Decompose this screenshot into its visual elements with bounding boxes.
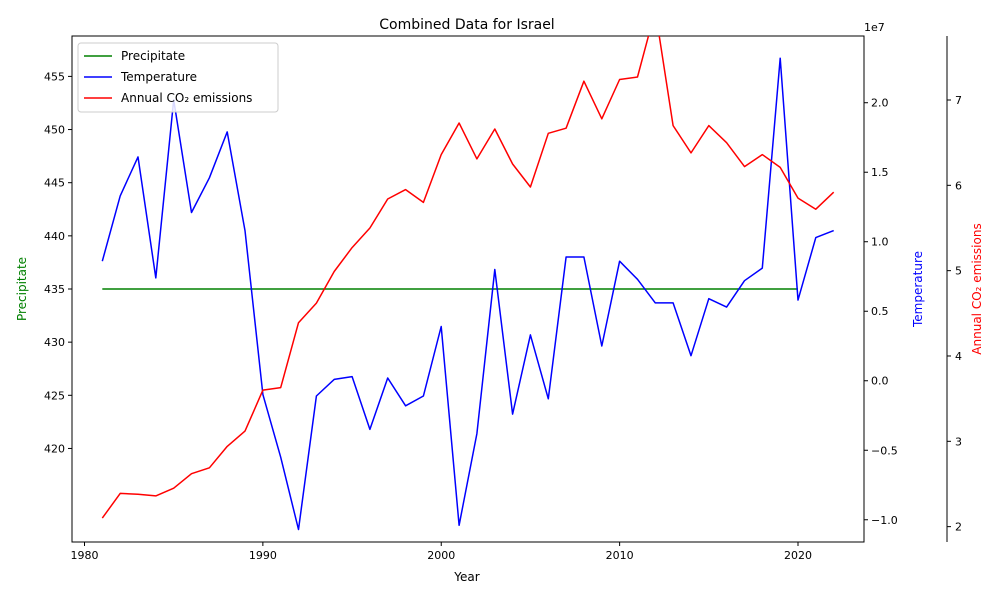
temperature-axis-label: Temperature [911, 251, 925, 328]
x-axis: 1980 1990 2000 2010 2020 [70, 542, 812, 562]
precipitate-tick-label: 420 [44, 442, 65, 455]
temperature-tick-label: 1.5 [871, 166, 889, 179]
co2-emissions-axis: 2 3 4 5 6 7 [946, 36, 962, 542]
precipitate-axis-label: Precipitate [15, 257, 29, 321]
precipitate-tick-label: 455 [44, 70, 65, 83]
precipitate-axis: 420 425 430 435 440 445 450 455 [44, 70, 72, 455]
precipitate-tick-label: 440 [44, 230, 65, 243]
legend-box [77, 42, 279, 113]
legend-label-temperature: Temperature [120, 70, 197, 84]
temperature-tick-label: 2.0 [871, 97, 889, 110]
co2-emissions-line [101, 36, 835, 519]
chart-title: Combined Data for Israel [379, 17, 554, 33]
x-tick-label: 1990 [249, 549, 277, 562]
legend-label-co2-emissions: Annual CO₂ emissions [121, 91, 252, 105]
co2-emissions-axis-label: Annual CO₂ emissions [970, 223, 984, 354]
x-tick-label: 1980 [70, 549, 98, 562]
x-tick-label: 2000 [427, 549, 455, 562]
temperature-tick-label: −1.0 [871, 514, 898, 527]
temperature-line [101, 57, 834, 531]
x-tick-label: 2010 [606, 549, 634, 562]
x-axis-label: Year [453, 570, 479, 584]
co2-tick-label: 2 [955, 521, 962, 534]
co2-tick-label: 3 [955, 435, 962, 448]
co2-tick-label: 7 [955, 94, 962, 107]
precipitate-tick-label: 435 [44, 283, 65, 296]
temperature-offset-text: 1e7 [864, 21, 885, 34]
temperature-tick-label: 0.5 [871, 305, 889, 318]
precipitate-tick-label: 445 [44, 177, 65, 190]
precipitate-tick-label: 425 [44, 389, 65, 402]
temperature-axis: −1.0 −0.5 0.0 0.5 1.0 1.5 2.0 [864, 97, 898, 527]
temperature-tick-label: 0.0 [871, 375, 889, 388]
legend-label-precipitate: Precipitate [121, 49, 185, 63]
temperature-tick-label: 1.0 [871, 236, 889, 249]
legend: Precipitate Temperature Annual CO₂ emissio… [77, 42, 279, 113]
temperature-tick-label: −0.5 [871, 444, 898, 457]
x-tick-label: 2020 [784, 549, 812, 562]
co2-tick-label: 4 [955, 350, 962, 363]
co2-tick-label: 5 [955, 265, 962, 278]
precipitate-tick-label: 450 [44, 124, 65, 137]
co2-tick-label: 6 [955, 179, 962, 192]
series-layer [101, 36, 835, 531]
precipitate-tick-label: 430 [44, 336, 65, 349]
